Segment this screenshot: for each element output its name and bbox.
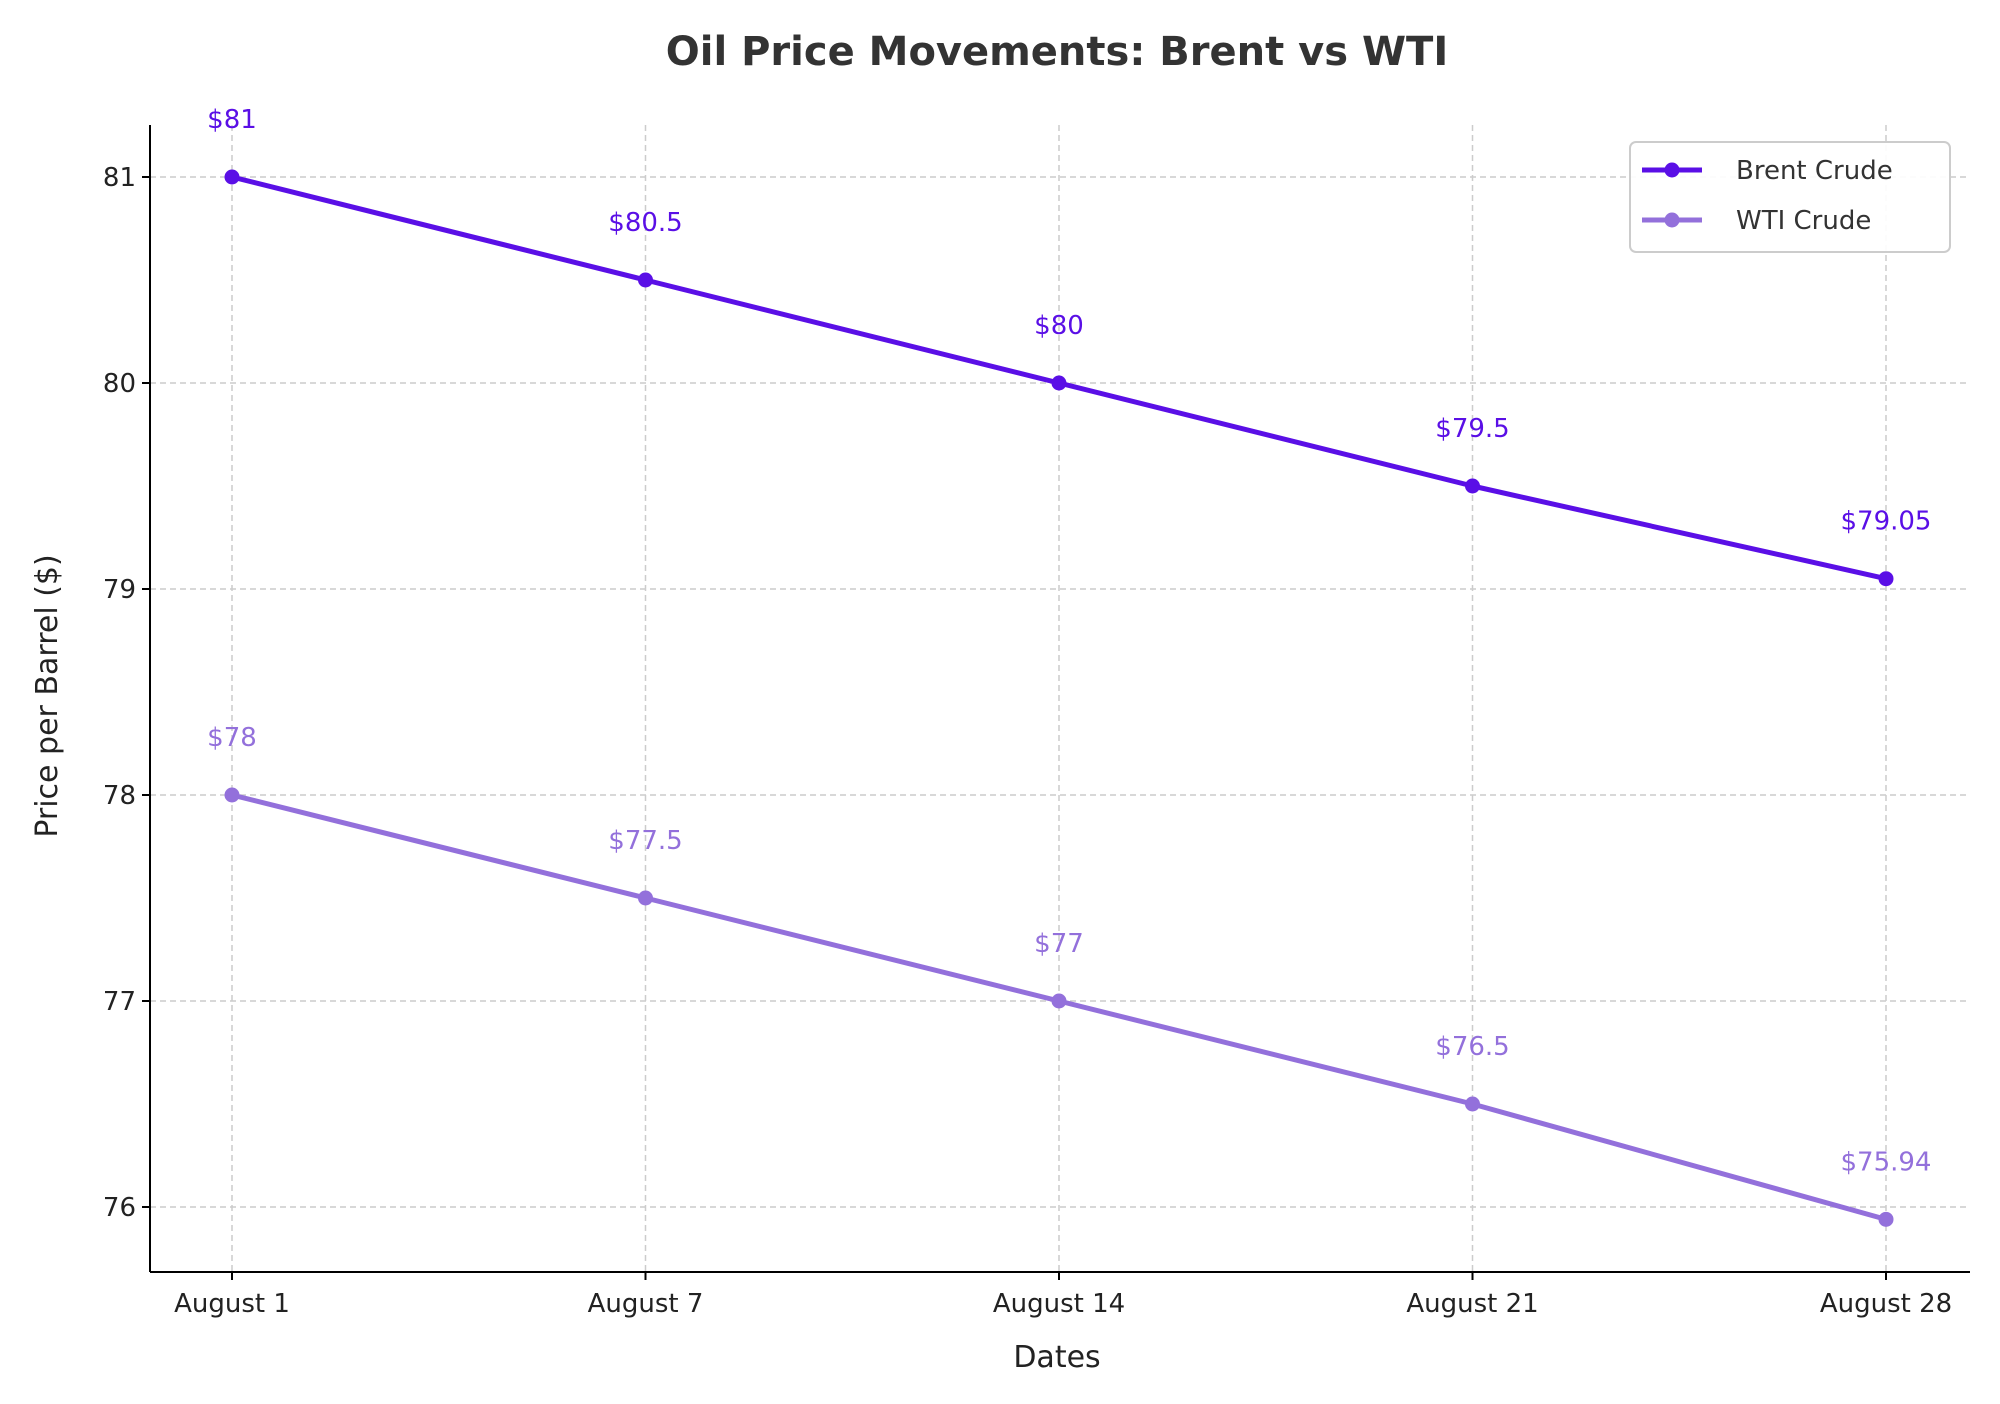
y-axis-label: Price per Barrel ($) xyxy=(30,554,65,837)
series-lines xyxy=(224,169,1894,1227)
chart-title: Oil Price Movements: Brent vs WTI xyxy=(666,29,1448,75)
x-tick-label: August 7 xyxy=(588,1289,704,1319)
wti-crude-point xyxy=(638,890,653,906)
brent-crude-data-label: $80.5 xyxy=(608,208,682,238)
y-tick-label: 79 xyxy=(103,575,136,605)
legend: Brent Crude WTI Crude xyxy=(1629,141,1951,253)
x-tick-label: August 1 xyxy=(174,1289,290,1319)
y-tick-label: 76 xyxy=(103,1193,136,1223)
brent-crude-data-label: $79.05 xyxy=(1841,507,1932,537)
wti-crude-point xyxy=(1465,1096,1480,1112)
wti-crude-data-label: $75.94 xyxy=(1841,1147,1932,1177)
wti-crude-point xyxy=(1051,993,1067,1009)
legend-label-wti-crude: WTI Crude xyxy=(1736,206,1871,236)
axes: 76 77 78 79 80 81 August 1 August 7 August 14 Aug… xyxy=(103,125,1970,1319)
x-tick-label: August 28 xyxy=(1820,1289,1952,1319)
x-tick-label: August 21 xyxy=(1406,1289,1538,1319)
brent-crude-point xyxy=(224,169,240,185)
y-tick-label: 78 xyxy=(103,781,136,811)
brent-crude-data-label: $79.5 xyxy=(1435,414,1509,444)
brent-crude-point xyxy=(1878,571,1894,587)
wti-crude-data-label: $78 xyxy=(207,723,257,753)
data-labels: $81 $80.5 $80 $79.5 $79.05 $78 $77.5 $77 $76.5 $7… xyxy=(207,105,1931,1177)
legend-label-brent-crude: Brent Crude xyxy=(1736,156,1893,186)
y-tick-label: 81 xyxy=(103,163,136,193)
y-tick-label: 80 xyxy=(103,369,136,399)
legend-marker-wti-crude xyxy=(1664,212,1680,228)
brent-crude-data-label: $80 xyxy=(1034,311,1084,341)
wti-crude-data-label: $77 xyxy=(1034,929,1084,959)
brent-crude-data-label: $81 xyxy=(207,105,257,135)
grid xyxy=(150,125,1970,1272)
y-tick-label: 77 xyxy=(103,987,136,1017)
legend-marker-brent-crude xyxy=(1664,162,1680,178)
x-tick-label: August 14 xyxy=(993,1289,1125,1319)
wti-crude-data-label: $76.5 xyxy=(1435,1032,1509,1062)
brent-crude-point xyxy=(1051,375,1067,391)
wti-crude-point xyxy=(224,787,240,803)
brent-crude-point xyxy=(638,272,653,288)
brent-crude-point xyxy=(1465,478,1480,494)
x-axis-label: Dates xyxy=(1013,1340,1100,1375)
legend-box xyxy=(1629,141,1951,253)
wti-crude-data-label: $77.5 xyxy=(608,826,682,856)
wti-crude-point xyxy=(1878,1211,1894,1227)
